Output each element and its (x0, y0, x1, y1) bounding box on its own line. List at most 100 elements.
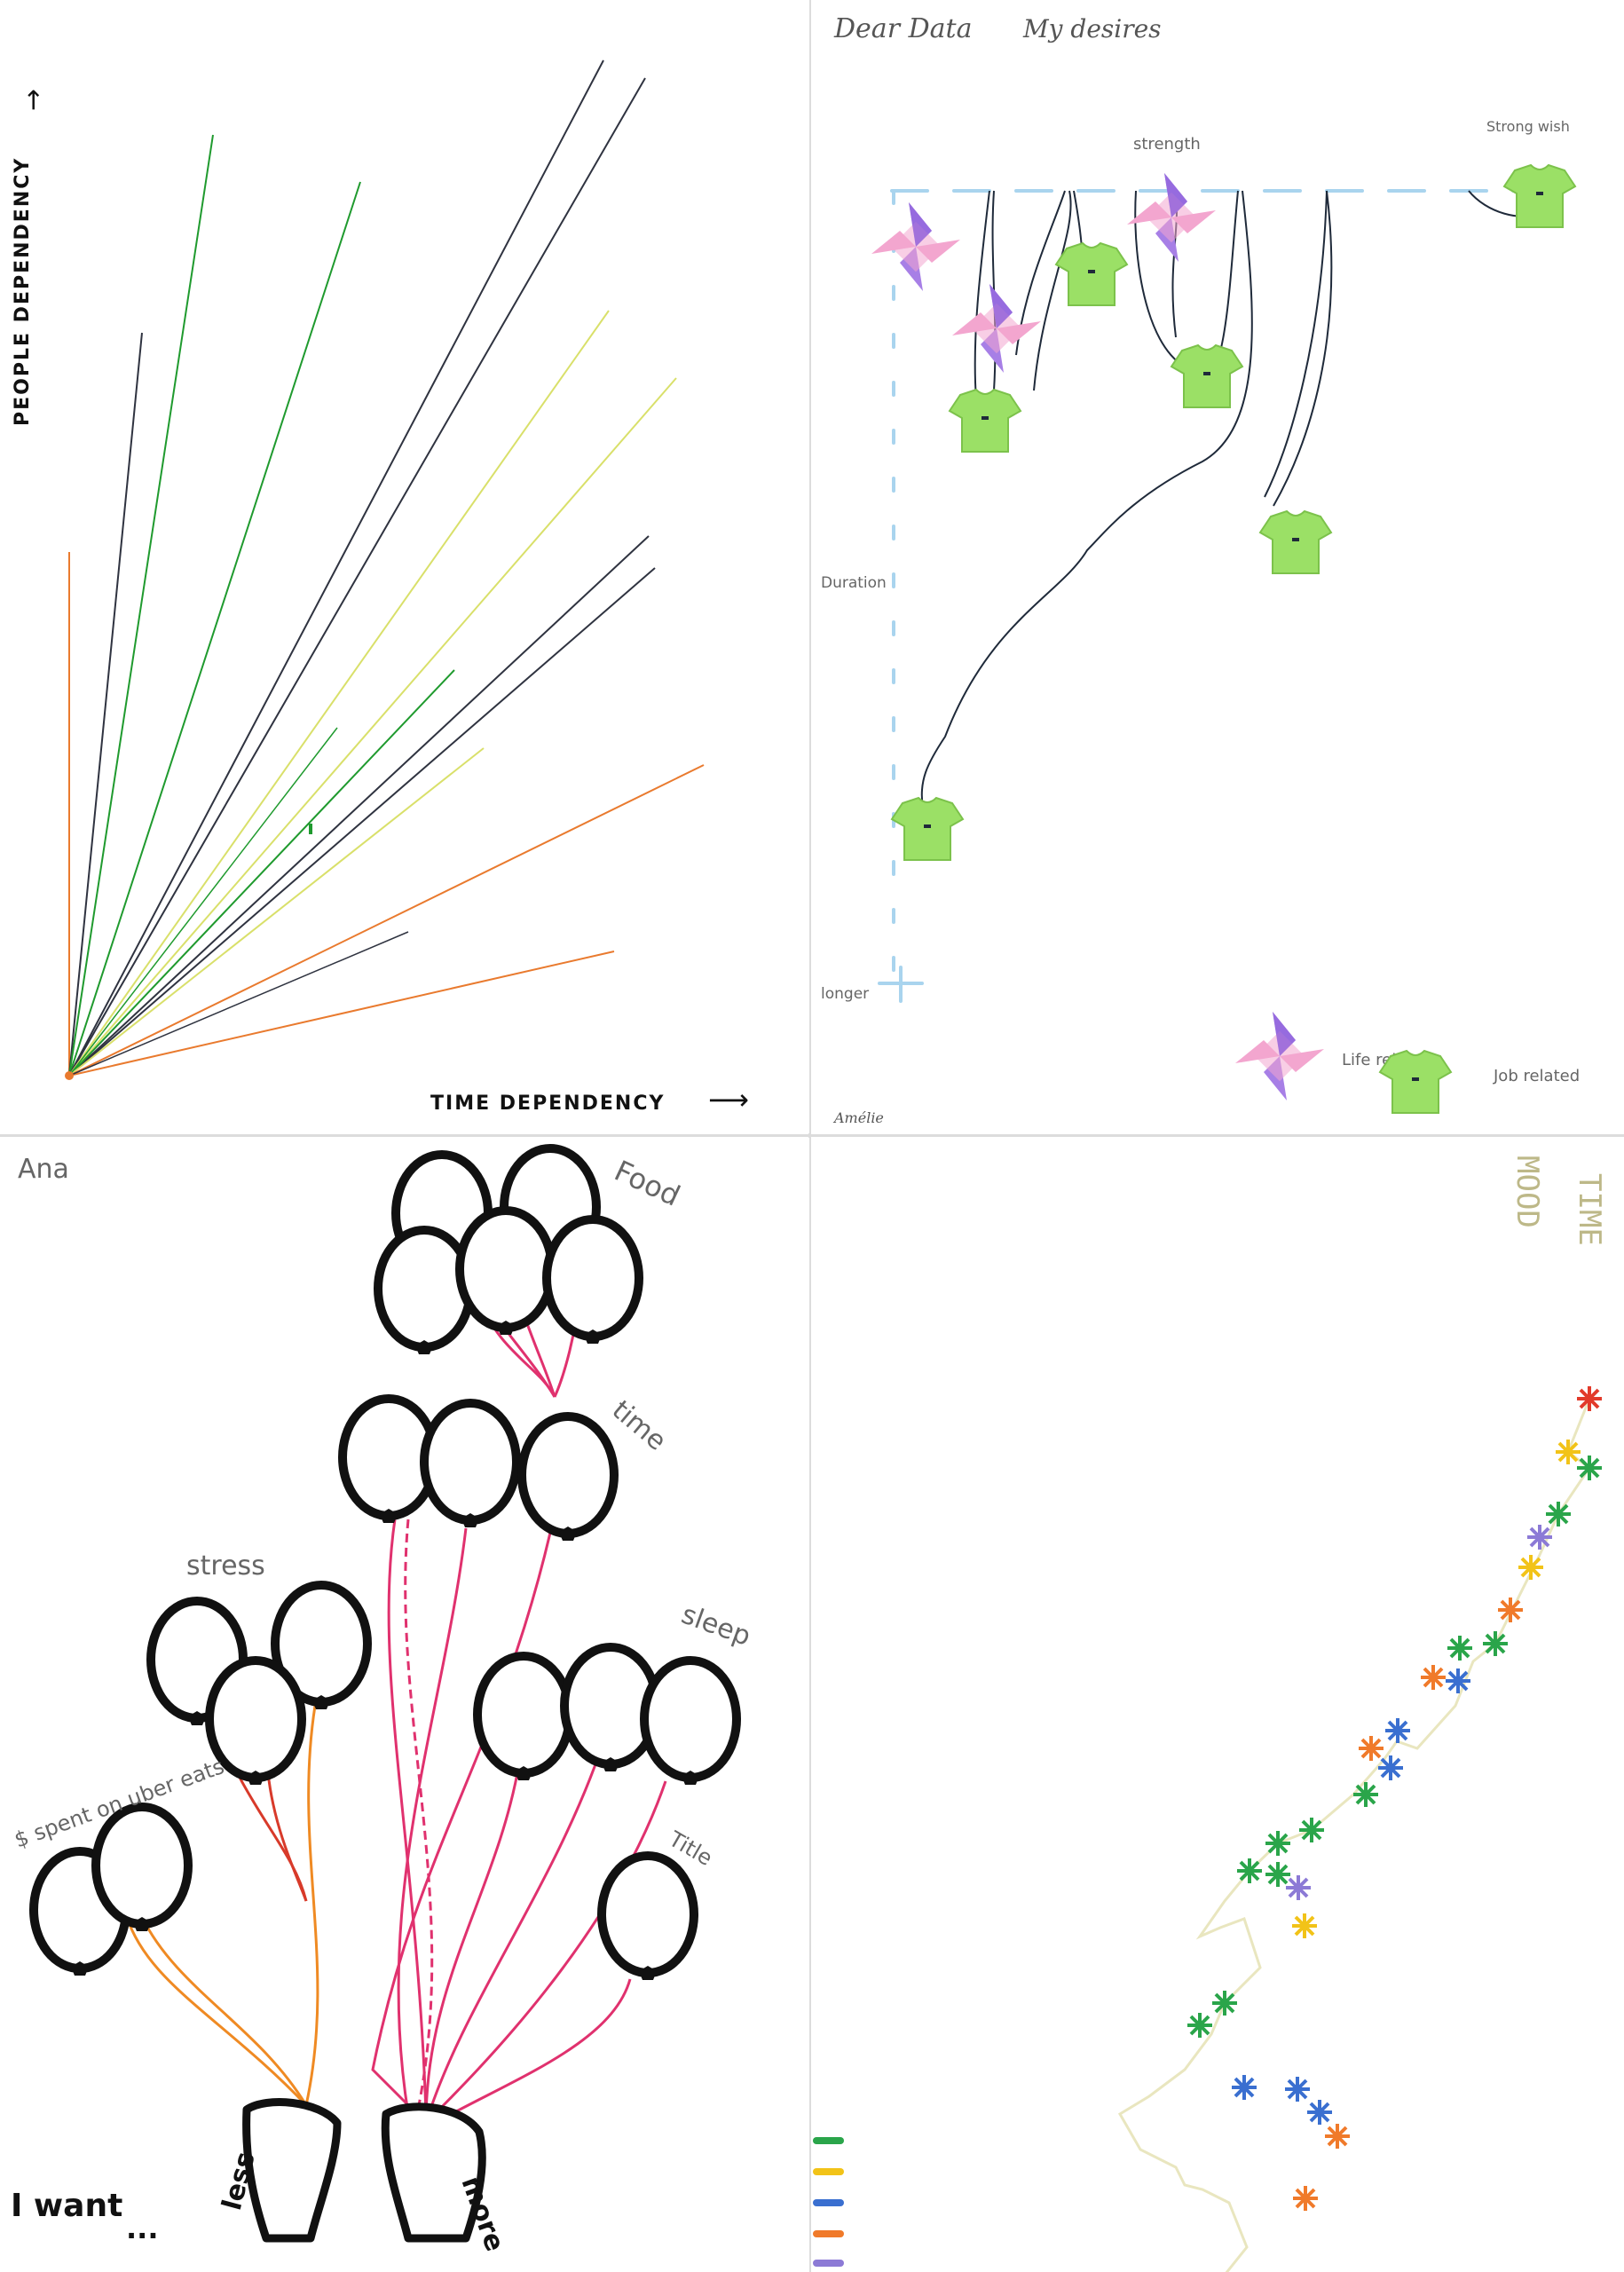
y-axis-label: PEOPLE DEPENDENCY (12, 157, 34, 426)
balloon-money (96, 1807, 188, 1931)
star-mark (1284, 1874, 1313, 1902)
star-mark (1376, 1754, 1405, 1782)
corner-label-time: TIME (1572, 1173, 1607, 1246)
star-mark (1323, 2122, 1352, 2150)
balloon-string (434, 1978, 632, 2125)
star-mark (1357, 1734, 1385, 1763)
shirt-icon (890, 796, 965, 862)
label-duration: Duration (821, 574, 887, 592)
star-mark (1186, 2011, 1214, 2039)
label-stress: stress (186, 1550, 265, 1582)
star-mark (1235, 1857, 1264, 1885)
label-sleep: sleep (677, 1599, 754, 1653)
balloon-time (424, 1403, 516, 1527)
x-axis-label: TIME DEPENDENCY (430, 1093, 665, 1115)
fan-line (68, 535, 650, 1077)
card-people-time-dependency: PEOPLE DEPENDENCY → TIME DEPENDENCY ⟶ (0, 0, 809, 1133)
fan-line (68, 567, 656, 1077)
star-mark (1264, 1829, 1292, 1858)
star-mark (1297, 1816, 1326, 1844)
string-fan-drawing: PEOPLE DEPENDENCY → TIME DEPENDENCY ⟶ (12, 59, 749, 1116)
shirt-icon (948, 388, 1022, 454)
title-my-desires: My desires (1022, 14, 1162, 43)
star-mark (1481, 1629, 1510, 1658)
desires-drawing: Dear Data My desires strength Strong wis… (821, 13, 1580, 1126)
legend-pinwheel-icon (1235, 1012, 1324, 1100)
balloon-sleep (477, 1656, 570, 1780)
fan-line (68, 332, 143, 1077)
shirt-icon (1258, 509, 1333, 575)
fan-line (68, 747, 485, 1077)
star-mark (1575, 1384, 1604, 1413)
thread (974, 190, 990, 400)
label-time: time (606, 1394, 672, 1456)
balloon-string (424, 1763, 521, 2124)
x-axis-arrow-icon: ⟶ (708, 1083, 749, 1116)
card-divider-horizontal (0, 1134, 1624, 1137)
thread (1033, 190, 1072, 391)
thread (1264, 190, 1328, 498)
y-axis-arrow-icon: → (18, 89, 49, 111)
star-mark (1264, 1860, 1292, 1889)
pinwheel-icon (1127, 173, 1216, 262)
star-mark (1290, 1912, 1319, 1940)
star-mark (1291, 2184, 1320, 2213)
star-mark (1230, 2073, 1258, 2102)
fan-line (68, 727, 338, 1077)
label-longer: longer (821, 985, 869, 1003)
bottom-ellipsis: ... (126, 2212, 158, 2245)
fan-origin (65, 1071, 74, 1080)
label-food: Food (610, 1154, 686, 1213)
stars-drawing: MOOD TIME (813, 1156, 1607, 2272)
thread (1273, 190, 1333, 507)
author-name: Ana (18, 1154, 69, 1185)
balloon-string (404, 1519, 434, 2115)
star-mark (1384, 1716, 1412, 1745)
fan-line (68, 59, 604, 1077)
balloon-string (122, 1907, 308, 2107)
thread (920, 190, 1253, 809)
corner-label-mood: MOOD (1510, 1156, 1545, 1228)
balloons-drawing: Ana F (11, 1138, 754, 2256)
star-mark (1554, 1438, 1582, 1466)
balloon-sleep (644, 1661, 737, 1785)
star-mark (1352, 1780, 1380, 1809)
fan-line (68, 669, 455, 1077)
balloon-string (424, 1754, 601, 2124)
star-mark (1419, 1663, 1447, 1692)
balloon-time (522, 1416, 614, 1541)
balloon-string (424, 1780, 667, 2125)
hand-left-icon (242, 2098, 342, 2243)
fan-line (68, 181, 361, 1077)
shirt-icon (1054, 241, 1129, 307)
balloon-food (378, 1230, 470, 1354)
legend-shirt-icon (1378, 1049, 1453, 1115)
star-mark (1210, 1989, 1239, 2017)
fan-line (68, 951, 615, 1077)
fan-line (68, 931, 409, 1077)
hand-right-icon (381, 2102, 486, 2243)
star-mark (1575, 1454, 1604, 1482)
star-mark (1446, 1634, 1474, 1662)
star-mark (1444, 1667, 1472, 1695)
balloon-string (140, 1916, 308, 2106)
card-balloons: Ana F (0, 1138, 809, 2272)
balloon-string (397, 1527, 468, 2125)
card-my-desires: Dear Data My desires strength Strong wis… (812, 0, 1624, 1133)
balloon-food (460, 1211, 552, 1335)
star-mark (1525, 1523, 1554, 1551)
constellation-thread (1117, 1398, 1592, 2272)
balloon-food (547, 1219, 639, 1344)
fan-line (68, 310, 610, 1077)
legend-job-label: Job related (1493, 1067, 1580, 1085)
star-mark (1305, 2098, 1334, 2126)
bottom-text: I want (11, 2188, 122, 2224)
balloon-string (371, 1532, 552, 2125)
shirt-icon (1170, 343, 1244, 409)
fan-line (68, 764, 705, 1077)
label-strength: strength (1133, 135, 1201, 154)
fan-line (68, 77, 646, 1077)
star-mark (1517, 1553, 1545, 1582)
balloon-string (304, 1705, 319, 2106)
star-mark (1544, 1500, 1573, 1528)
